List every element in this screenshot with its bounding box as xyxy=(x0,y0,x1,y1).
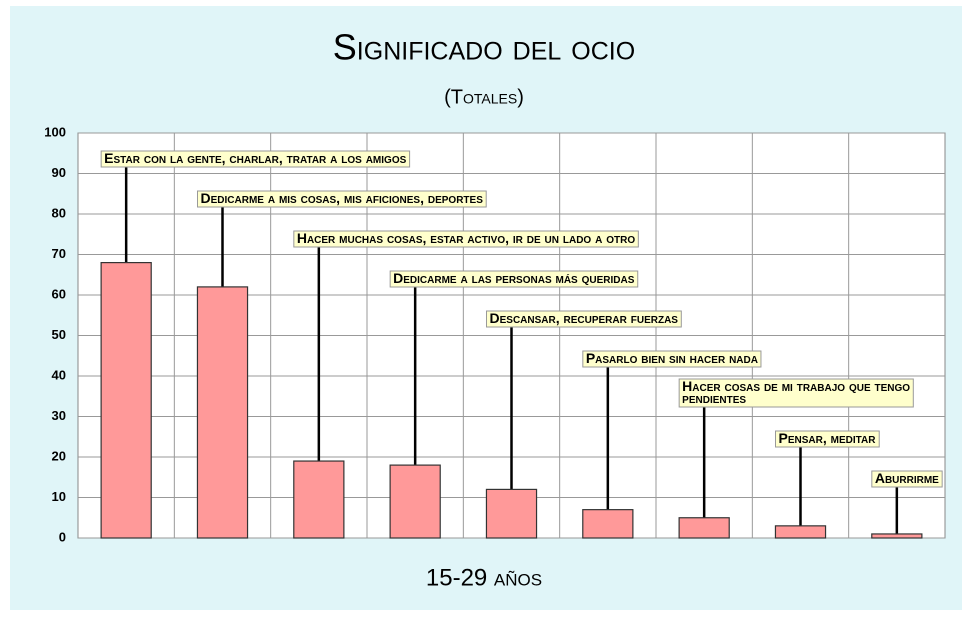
y-tick-label: 80 xyxy=(52,205,66,220)
annotation-label: Dedicarme a las personas más queridas xyxy=(393,270,635,286)
y-tick-label: 40 xyxy=(52,367,66,382)
y-tick-label: 0 xyxy=(59,529,66,544)
annotation-box xyxy=(486,310,682,328)
bar xyxy=(196,286,249,539)
annotation: Dedicarme a las personas más queridas xyxy=(389,270,639,466)
annotation: Aburrirme xyxy=(871,470,943,534)
annotation: Hacer cosas de mi trabajo que tengo pendi… xyxy=(678,378,914,518)
annotation-box xyxy=(293,230,639,248)
annotation-box xyxy=(582,350,762,368)
annotation-label: Aburrirme xyxy=(875,470,939,486)
y-tick-label: 100 xyxy=(44,124,66,139)
y-tick-label: 30 xyxy=(52,408,66,423)
x-axis-label: 15-29 años xyxy=(426,564,542,591)
annotation: Hacer muchas cosas, estar activo, ir de … xyxy=(293,230,639,462)
annotation-label: Hacer cosas de mi trabajo que tengo pendi… xyxy=(682,378,910,406)
annotation: Estar con la gente, charlar, tratar a lo… xyxy=(100,150,411,263)
annotation-box xyxy=(775,430,880,448)
annotation-box xyxy=(197,190,487,208)
annotation: Pasarlo bien sin hacer nada xyxy=(582,350,762,510)
annotation-label: Hacer muchas cosas, estar activo, ir de … xyxy=(297,230,635,246)
chart-subtitle: (Totales) xyxy=(444,86,524,108)
bar xyxy=(389,464,441,539)
annotation-label: Dedicarme a mis cosas, mis aficiones, de… xyxy=(201,190,484,206)
annotation-box xyxy=(871,470,943,488)
annotation: Pensar, meditar xyxy=(775,430,880,526)
y-tick-label: 10 xyxy=(52,489,66,504)
bar xyxy=(293,460,345,539)
y-tick-label: 50 xyxy=(52,327,66,342)
y-tick-label: 60 xyxy=(52,286,66,301)
annotation-label: Pasarlo bien sin hacer nada xyxy=(586,350,758,366)
annotation-box xyxy=(678,378,914,408)
annotation-box xyxy=(100,150,411,168)
annotation-box xyxy=(389,270,639,288)
bar xyxy=(774,525,827,539)
bar xyxy=(582,509,634,539)
annotation-label: Estar con la gente, charlar, tratar a lo… xyxy=(104,150,406,166)
bar xyxy=(871,533,923,539)
chart-title: Significado del ocio xyxy=(333,27,635,68)
annotation: Dedicarme a mis cosas, mis aficiones, de… xyxy=(197,190,487,287)
bar xyxy=(678,517,730,539)
bar xyxy=(485,488,538,539)
annotation-label: Pensar, meditar xyxy=(779,430,877,446)
y-tick-label: 20 xyxy=(52,448,66,463)
y-tick-label: 90 xyxy=(52,165,66,180)
y-tick-label: 70 xyxy=(52,246,66,261)
annotation: Descansar, recuperar fuerzas xyxy=(486,310,682,490)
annotation-label: Descansar, recuperar fuerzas xyxy=(490,310,679,326)
bar xyxy=(100,262,152,539)
